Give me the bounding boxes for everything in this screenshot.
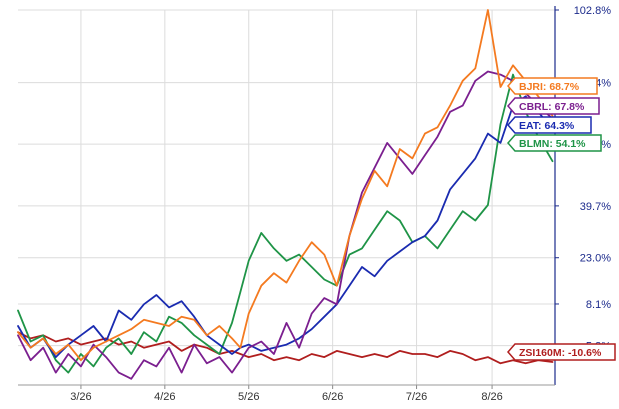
x-tick-label: 8/26: [481, 391, 502, 403]
end-label-cbrl: CBRL: 67.8%: [519, 101, 585, 113]
series-line-cbrl: [17, 70, 554, 380]
end-label-box-cbrl: [507, 97, 600, 115]
end-label-eat: EAT: 64.3%: [519, 120, 575, 132]
y-tick-label: 102.8%: [574, 5, 612, 17]
y-tick-label: 8.1%: [586, 299, 611, 311]
series-line-blmn: [17, 73, 554, 374]
series-line-zsi160m: [17, 331, 554, 365]
y-tick-label: 39.7%: [580, 201, 611, 213]
end-label-bjri: BJRI: 68.7%: [519, 81, 580, 93]
y-tick-label: 23.0%: [580, 253, 611, 265]
end-label-blmn: BLMN: 54.1%: [519, 138, 586, 150]
x-tick-label: 5/26: [238, 391, 259, 403]
end-label-box-zsi160m: [507, 343, 616, 361]
plot-area: [18, 10, 555, 385]
end-label-box-bjri: [507, 77, 598, 95]
x-tick-label: 6/26: [322, 391, 343, 403]
series-line-bjri: [17, 9, 554, 362]
end-label-zsi160m: ZSI160M: -10.6%: [519, 347, 602, 359]
series-line-eat: [17, 95, 554, 359]
x-tick-label: 3/26: [70, 391, 91, 403]
end-label-box-eat: [507, 116, 592, 134]
x-tick-label: 7/26: [406, 391, 427, 403]
x-tick-label: 4/26: [154, 391, 175, 403]
end-label-box-blmn: [507, 134, 602, 152]
